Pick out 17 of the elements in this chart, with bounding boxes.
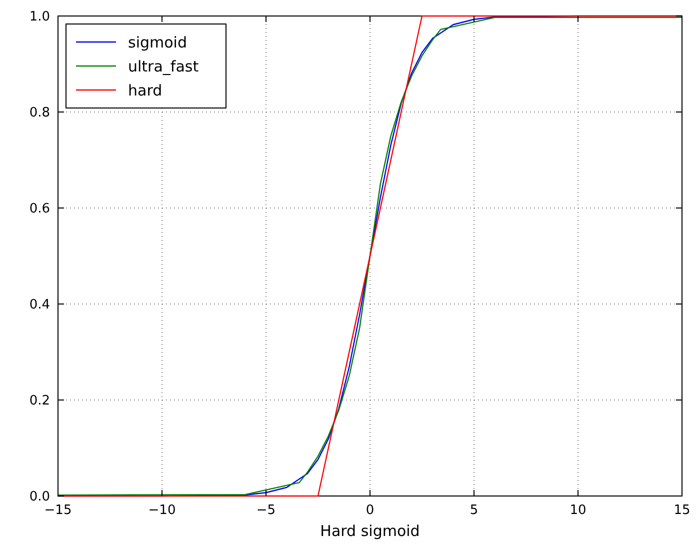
legend-label: hard <box>128 81 162 100</box>
x-tick-label: −10 <box>148 503 176 518</box>
x-tick-label: −5 <box>256 503 276 518</box>
y-tick-label: 0.2 <box>29 394 50 409</box>
x-tick-label: 10 <box>570 503 586 518</box>
x-axis-title: Hard sigmoid <box>320 522 420 540</box>
x-tick-label: 15 <box>674 503 690 518</box>
legend-label: sigmoid <box>128 33 187 52</box>
y-tick-label: 0.8 <box>29 106 50 121</box>
x-tick-label: 0 <box>366 503 374 518</box>
legend-label: ultra_fast <box>128 57 199 76</box>
y-tick-label: 0.4 <box>29 298 50 313</box>
y-tick-label: 1.0 <box>29 10 50 25</box>
y-tick-label: 0.0 <box>29 490 50 505</box>
x-tick-label: 5 <box>470 503 478 518</box>
x-tick-label: −15 <box>44 503 72 518</box>
y-tick-label: 0.6 <box>29 202 50 217</box>
